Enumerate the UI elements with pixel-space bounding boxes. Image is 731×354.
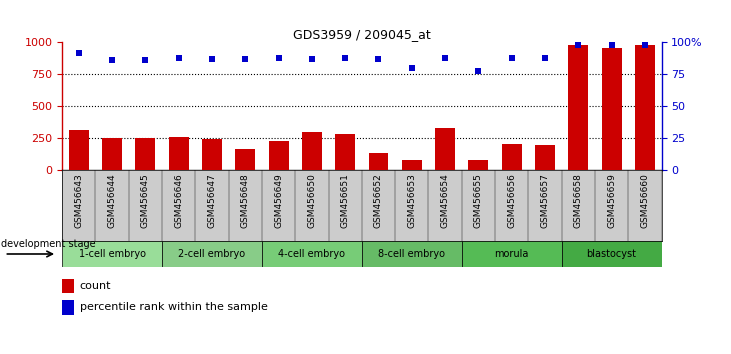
Bar [435, 128, 455, 170]
Bar [135, 138, 156, 170]
Text: GSM456646: GSM456646 [174, 173, 183, 228]
Text: GSM456652: GSM456652 [374, 173, 383, 228]
Bar [69, 130, 88, 170]
Text: GSM456657: GSM456657 [540, 173, 550, 228]
Text: GSM456648: GSM456648 [240, 173, 250, 228]
Bar [462, 241, 561, 267]
Text: 4-cell embryo: 4-cell embryo [279, 249, 345, 259]
Point [539, 55, 551, 61]
Point [140, 57, 151, 63]
Text: 8-cell embryo: 8-cell embryo [379, 249, 445, 259]
Text: GSM456644: GSM456644 [107, 173, 116, 228]
Text: development stage: development stage [1, 239, 96, 249]
Text: GSM456649: GSM456649 [274, 173, 283, 228]
Text: GSM456654: GSM456654 [441, 173, 450, 228]
Text: 1-cell embryo: 1-cell embryo [79, 249, 145, 259]
Point [373, 56, 385, 62]
Bar [268, 141, 289, 170]
Bar [62, 279, 74, 293]
Bar [501, 144, 522, 170]
Point [439, 55, 451, 61]
Point [173, 55, 184, 61]
Text: GSM456651: GSM456651 [341, 173, 349, 228]
Bar [635, 45, 655, 170]
Text: morula: morula [494, 249, 529, 259]
Text: GSM456643: GSM456643 [75, 173, 83, 228]
Bar [602, 47, 621, 170]
Text: GSM456659: GSM456659 [607, 173, 616, 228]
Text: blastocyst: blastocyst [586, 249, 637, 259]
Text: GSM456656: GSM456656 [507, 173, 516, 228]
Text: GSM456645: GSM456645 [141, 173, 150, 228]
Text: GSM456653: GSM456653 [407, 173, 416, 228]
Point [240, 56, 251, 62]
Point [206, 56, 218, 62]
Text: GSM456658: GSM456658 [574, 173, 583, 228]
Text: count: count [80, 281, 111, 291]
Bar [302, 132, 322, 170]
Point [406, 65, 417, 71]
Text: GSM456660: GSM456660 [640, 173, 649, 228]
Bar [469, 160, 488, 170]
Bar [336, 133, 355, 170]
Bar [202, 139, 222, 170]
Point [572, 42, 584, 48]
Text: 2-cell embryo: 2-cell embryo [178, 249, 246, 259]
Title: GDS3959 / 209045_at: GDS3959 / 209045_at [293, 28, 431, 41]
Point [106, 57, 118, 63]
Bar [362, 241, 462, 267]
Point [306, 56, 318, 62]
Bar [568, 45, 588, 170]
Point [73, 50, 85, 56]
Text: percentile rank within the sample: percentile rank within the sample [80, 302, 268, 313]
Text: GSM456647: GSM456647 [208, 173, 216, 228]
Point [472, 68, 484, 73]
Bar [62, 300, 74, 315]
Bar [402, 160, 422, 170]
Point [506, 55, 518, 61]
Bar [535, 145, 555, 170]
Point [339, 55, 351, 61]
Text: GSM456655: GSM456655 [474, 173, 483, 228]
Bar [162, 241, 262, 267]
Bar [235, 149, 255, 170]
Bar [561, 241, 662, 267]
Point [606, 42, 618, 48]
Point [273, 55, 284, 61]
Point [639, 42, 651, 48]
Bar [262, 241, 362, 267]
Bar [368, 153, 388, 170]
Bar [62, 241, 162, 267]
Text: GSM456650: GSM456650 [308, 173, 317, 228]
Bar [169, 137, 189, 170]
Bar [102, 138, 122, 170]
